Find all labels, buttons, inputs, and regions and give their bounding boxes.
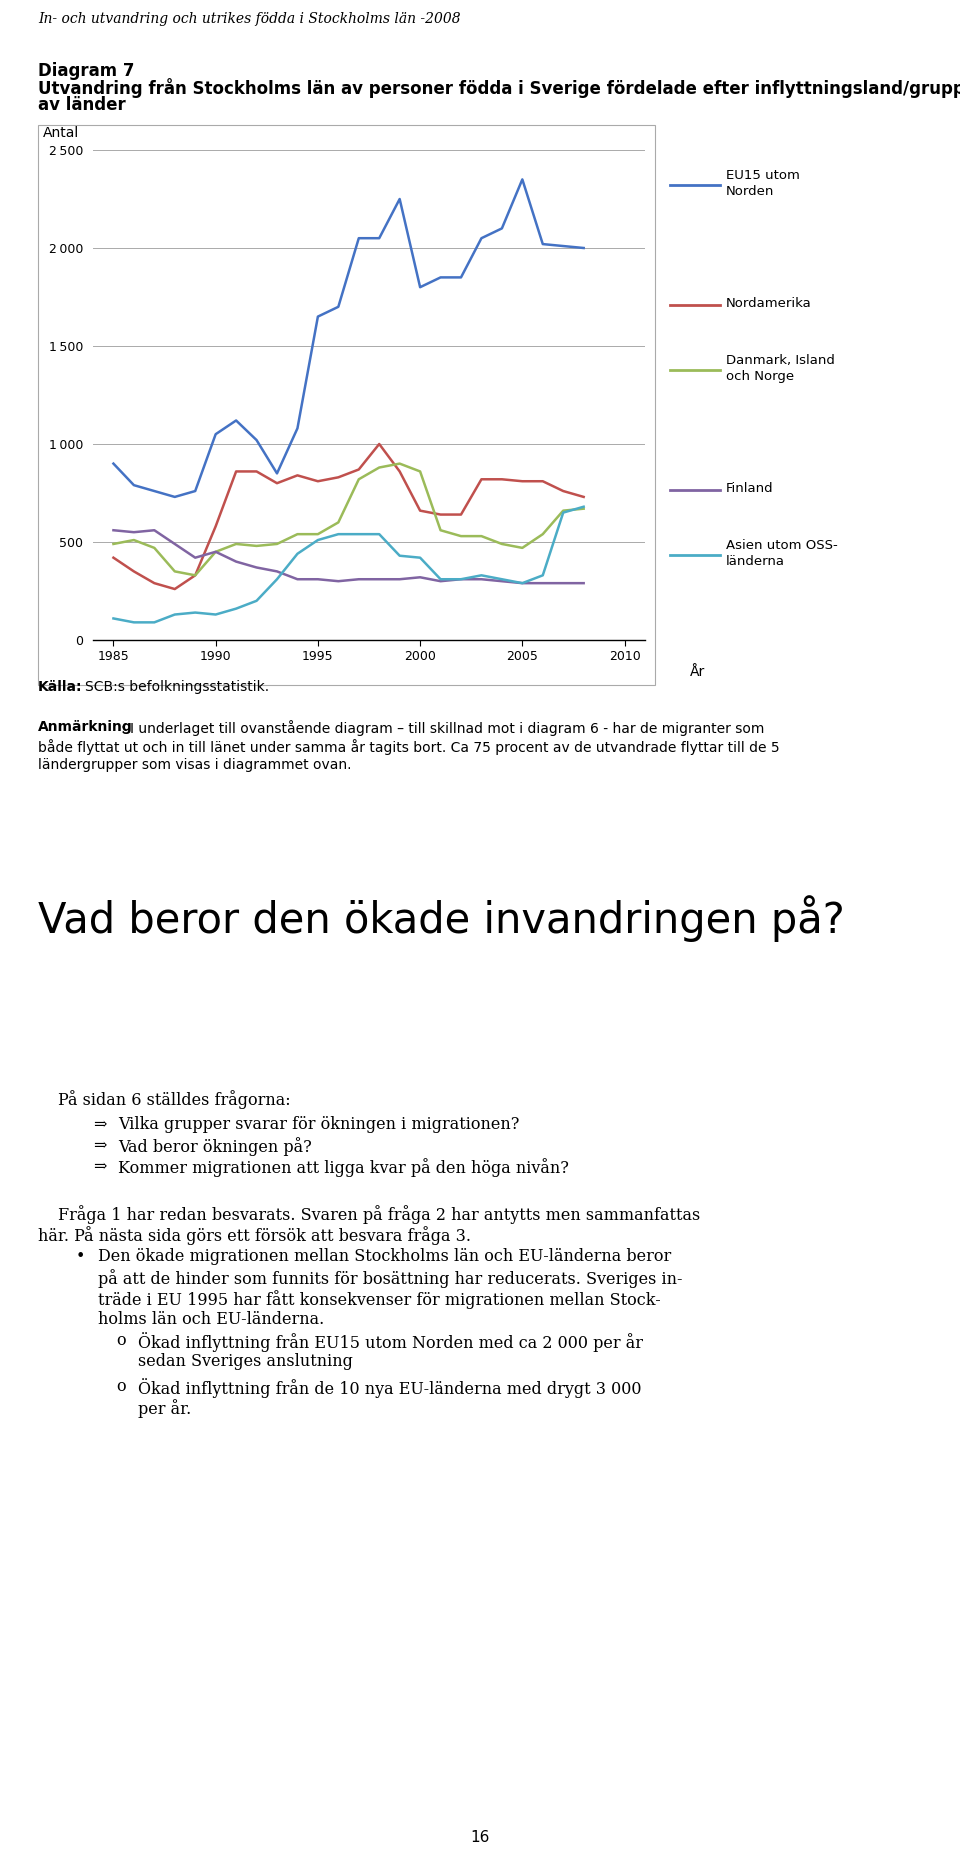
Text: o: o bbox=[116, 1378, 126, 1394]
Text: Den ökade migrationen mellan Stockholms län och EU-länderna beror: Den ökade migrationen mellan Stockholms … bbox=[98, 1248, 671, 1264]
Text: Vilka grupper svarar för ökningen i migrationen?: Vilka grupper svarar för ökningen i migr… bbox=[118, 1116, 519, 1133]
Text: 16: 16 bbox=[470, 1830, 490, 1845]
Text: Vad beror ökningen på?: Vad beror ökningen på? bbox=[118, 1137, 312, 1155]
Text: Anmärkning: Anmärkning bbox=[38, 719, 132, 734]
Text: Ökad inflyttning från de 10 nya EU-länderna med drygt 3 000: Ökad inflyttning från de 10 nya EU-lände… bbox=[138, 1378, 641, 1398]
Text: •: • bbox=[76, 1248, 85, 1264]
Text: holms län och EU-länderna.: holms län och EU-länderna. bbox=[98, 1311, 324, 1327]
Text: In- och utvandring och utrikes födda i Stockholms län -2008: In- och utvandring och utrikes födda i S… bbox=[38, 11, 461, 26]
Text: Asien utom OSS-
länderna: Asien utom OSS- länderna bbox=[726, 540, 838, 567]
Text: Ökad inflyttning från EU15 utom Norden med ca 2 000 per år: Ökad inflyttning från EU15 utom Norden m… bbox=[138, 1331, 643, 1352]
Text: Fråga 1 har redan besvarats. Svaren på fråga 2 har antytts men sammanfattas: Fråga 1 har redan besvarats. Svaren på f… bbox=[58, 1205, 700, 1224]
Text: : I underlaget till ovanstående diagram – till skillnad mot i diagram 6 - har de: : I underlaget till ovanstående diagram … bbox=[121, 719, 764, 736]
Text: SCB:s befolkningsstatistik.: SCB:s befolkningsstatistik. bbox=[85, 680, 269, 693]
Text: på att de hinder som funnits för bosättning har reducerats. Sveriges in-: på att de hinder som funnits för bosättn… bbox=[98, 1268, 683, 1289]
Text: EU15 utom
Norden: EU15 utom Norden bbox=[726, 169, 800, 198]
Text: både flyttat ut och in till länet under samma år tagits bort. Ca 75 procent av d: både flyttat ut och in till länet under … bbox=[38, 740, 780, 755]
Text: Nordamerika: Nordamerika bbox=[726, 297, 812, 310]
Text: På sidan 6 ställdes frågorna:: På sidan 6 ställdes frågorna: bbox=[58, 1090, 291, 1109]
Text: ländergrupper som visas i diagrammet ovan.: ländergrupper som visas i diagrammet ova… bbox=[38, 758, 351, 771]
Text: per år.: per år. bbox=[138, 1400, 191, 1418]
Text: Källa:: Källa: bbox=[38, 680, 83, 693]
Text: Danmark, Island
och Norge: Danmark, Island och Norge bbox=[726, 354, 835, 382]
Text: Antal: Antal bbox=[43, 126, 80, 141]
Text: ⇒: ⇒ bbox=[93, 1137, 107, 1153]
Text: Finland: Finland bbox=[726, 482, 774, 495]
Text: Kommer migrationen att ligga kvar på den höga nivån?: Kommer migrationen att ligga kvar på den… bbox=[118, 1159, 569, 1177]
Text: här. På nästa sida görs ett försök att besvara fråga 3.: här. På nästa sida görs ett försök att b… bbox=[38, 1225, 471, 1244]
Text: Diagram 7: Diagram 7 bbox=[38, 61, 134, 80]
Text: av länder: av länder bbox=[38, 96, 126, 113]
Text: ⇒: ⇒ bbox=[93, 1159, 107, 1175]
Text: ⇒: ⇒ bbox=[93, 1116, 107, 1133]
Text: sedan Sveriges anslutning: sedan Sveriges anslutning bbox=[138, 1353, 353, 1370]
Text: Utvandring från Stockholms län av personer födda i Sverige fördelade efter infly: Utvandring från Stockholms län av person… bbox=[38, 78, 960, 98]
Text: År: År bbox=[690, 666, 706, 679]
Text: Vad beror den ökade invandringen på?: Vad beror den ökade invandringen på? bbox=[38, 895, 845, 942]
Text: träde i EU 1995 har fått konsekvenser för migrationen mellan Stock-: träde i EU 1995 har fått konsekvenser fö… bbox=[98, 1290, 660, 1309]
Text: o: o bbox=[116, 1331, 126, 1350]
